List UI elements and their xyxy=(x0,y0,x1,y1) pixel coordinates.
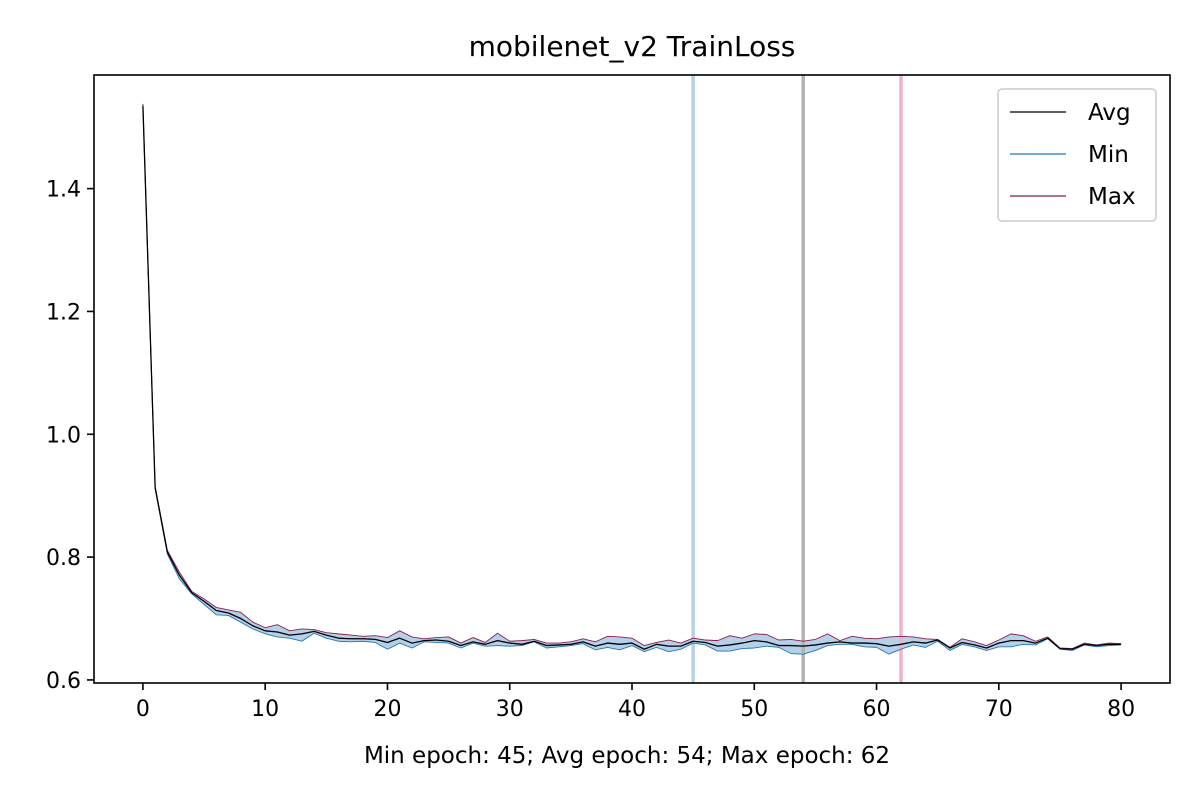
chart-title: mobilenet_v2 TrainLoss xyxy=(469,30,796,63)
x-tick-label: 30 xyxy=(496,697,524,722)
max-series-line xyxy=(142,103,1122,650)
legend-label-min: Min xyxy=(1088,142,1129,168)
x-axis: 0 10 20 30 40 50 60 70 80 xyxy=(136,683,1135,722)
legend-frame xyxy=(997,88,1157,222)
legend: Avg Min Max xyxy=(997,88,1157,222)
series-lines xyxy=(142,103,1122,655)
legend-label-avg: Avg xyxy=(1088,100,1131,126)
x-tick-label: 40 xyxy=(618,697,646,722)
y-tick-label: 1.0 xyxy=(46,423,81,448)
x-tick-label: 60 xyxy=(863,697,891,722)
x-tick-label: 70 xyxy=(985,697,1013,722)
avg-series-line xyxy=(142,105,1122,650)
y-axis: 0.6 0.8 1.0 1.2 1.4 xyxy=(46,178,94,694)
y-tick-label: 0.8 xyxy=(46,546,81,571)
legend-label-max: Max xyxy=(1088,184,1136,210)
y-tick-label: 1.2 xyxy=(46,300,81,325)
y-tick-label: 1.4 xyxy=(46,178,81,203)
min-series-line xyxy=(142,106,1122,655)
epoch-marker-lines xyxy=(691,75,903,683)
y-tick-label: 0.6 xyxy=(46,669,81,694)
x-axis-label: Min epoch: 45; Avg epoch: 54; Max epoch:… xyxy=(364,743,890,769)
x-tick-label: 20 xyxy=(373,697,401,722)
x-tick-label: 0 xyxy=(136,697,150,722)
x-tick-label: 10 xyxy=(251,697,279,722)
x-tick-label: 50 xyxy=(740,697,768,722)
x-tick-label: 80 xyxy=(1107,697,1135,722)
